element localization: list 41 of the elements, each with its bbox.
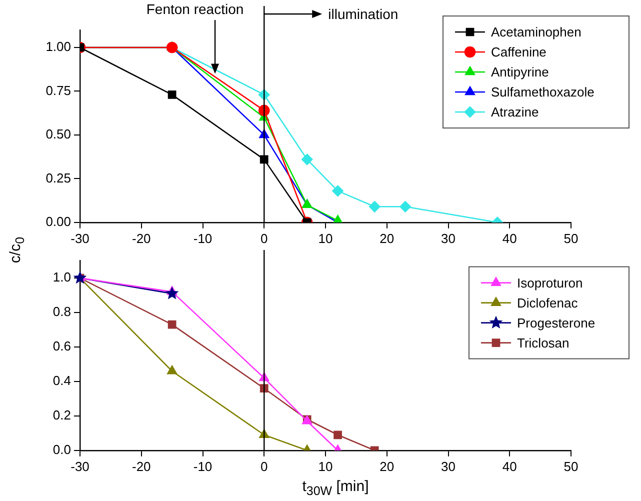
x-tick-label: 50 — [564, 458, 578, 474]
y-tick-label: 0.50 — [46, 126, 71, 142]
legend-label: Acetaminophen — [491, 24, 582, 40]
x-tick-label: 10 — [318, 458, 333, 474]
x-tick-label: -10 — [193, 230, 212, 246]
x-tick-label: 0 — [260, 230, 268, 246]
x-tick-label: -20 — [132, 458, 151, 474]
x-tick-label: -30 — [70, 230, 90, 246]
y-tick-label: 0.75 — [46, 82, 71, 98]
x-tick-label: 10 — [318, 230, 333, 246]
y-tick-label: 0.00 — [46, 214, 71, 229]
legend-label: Isoproturon — [517, 275, 583, 290]
x-tick-label: 0 — [260, 458, 268, 474]
x-tick-label: 20 — [380, 458, 394, 474]
legend-label: Atrazine — [491, 104, 539, 120]
legend-label: Antipyrine — [491, 64, 549, 80]
x-tick-label: 50 — [564, 230, 578, 246]
y-tick-label: 0.25 — [46, 170, 71, 186]
x-axis-title: t$_{30W}$ [min] — [301, 478, 370, 498]
legend-label: Triclosan — [517, 335, 570, 350]
x-tick-label: 30 — [441, 458, 456, 474]
legend-label: Diclofenac — [517, 295, 578, 310]
x-tick-label: 40 — [502, 230, 517, 246]
y-tick-label: 1.0 — [52, 270, 71, 285]
legend-label: Caffenine — [491, 44, 546, 60]
annotation: Fenton reaction — [146, 0, 244, 17]
x-tick-label: 40 — [502, 458, 517, 474]
x-tick-label: -20 — [132, 230, 151, 246]
x-tick-label: 20 — [380, 230, 394, 246]
y-tick-label: 0.8 — [52, 304, 71, 320]
ref-line-label: illumination — [328, 6, 398, 22]
x-tick-label: -10 — [193, 458, 212, 474]
y-tick-label: 0.4 — [52, 373, 71, 388]
x-tick-label: -30 — [70, 458, 90, 474]
y-tick-label: 1.00 — [46, 39, 71, 54]
y-tick-label: 0.0 — [52, 442, 71, 457]
legend-label: Sulfamethoxazole — [491, 84, 594, 100]
x-tick-label: 30 — [441, 230, 456, 246]
y-tick-label: 0.2 — [52, 408, 71, 423]
y-tick-label: 0.6 — [52, 338, 71, 354]
legend-label: Progesterone — [517, 315, 596, 330]
